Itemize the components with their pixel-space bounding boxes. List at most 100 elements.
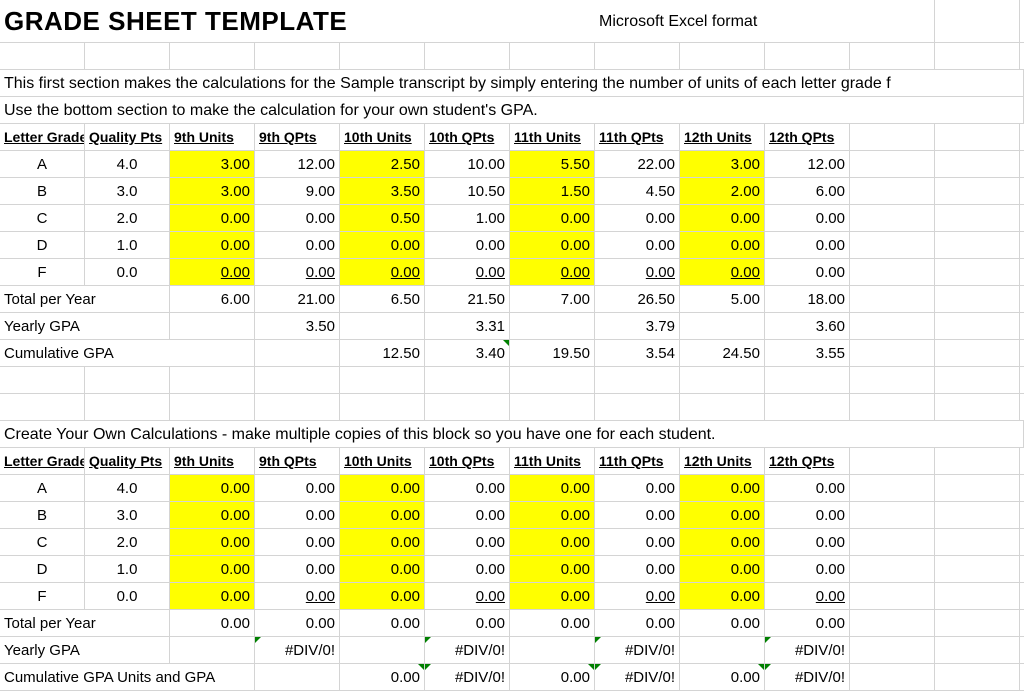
sample-qpts-cell[interactable]: 0.00 [255, 259, 340, 286]
sample-units-cell[interactable]: 0.00 [680, 205, 765, 232]
empty-cell[interactable] [1020, 475, 1024, 502]
own-qpts-cell[interactable]: 0.00 [765, 502, 850, 529]
own-quality-points[interactable]: 0.0 [85, 583, 170, 610]
own-units-cell[interactable]: 0.00 [340, 529, 425, 556]
own-header-0[interactable]: Letter Grade [0, 448, 85, 475]
empty-cell[interactable] [1020, 448, 1024, 475]
own-quality-points[interactable]: 1.0 [85, 556, 170, 583]
empty-cell[interactable] [935, 313, 1020, 340]
empty-cell[interactable] [935, 529, 1020, 556]
empty-cell[interactable] [935, 610, 1020, 637]
sample-units-cell[interactable]: 0.50 [340, 205, 425, 232]
empty-cell[interactable] [340, 43, 425, 70]
empty-cell[interactable] [935, 475, 1020, 502]
sample-qpts-cell[interactable]: 0.00 [255, 232, 340, 259]
sample-yearly-label[interactable]: Yearly GPA [0, 313, 170, 340]
own-yearly-cell[interactable] [170, 637, 255, 664]
empty-cell[interactable] [510, 43, 595, 70]
sample-grade-B[interactable]: B [0, 178, 85, 205]
empty-cell[interactable] [1020, 124, 1024, 151]
own-header-2[interactable]: 9th Units [170, 448, 255, 475]
empty-cell[interactable] [255, 367, 340, 394]
own-header-8[interactable]: 12th Units [680, 448, 765, 475]
own-qpts-cell[interactable]: 0.00 [255, 502, 340, 529]
empty-cell[interactable] [850, 124, 935, 151]
own-header-9[interactable]: 12th QPts [765, 448, 850, 475]
own-qpts-cell[interactable]: 0.00 [255, 475, 340, 502]
sample-quality-points[interactable]: 3.0 [85, 178, 170, 205]
own-units-cell[interactable]: 0.00 [170, 583, 255, 610]
empty-cell[interactable] [850, 340, 935, 367]
sample-qpts-cell[interactable]: 0.00 [425, 259, 510, 286]
own-total-cell[interactable]: 0.00 [765, 610, 850, 637]
sample-units-cell[interactable]: 0.00 [340, 232, 425, 259]
empty-cell[interactable] [935, 43, 1020, 70]
empty-cell[interactable] [850, 583, 935, 610]
sample-grade-A[interactable]: A [0, 151, 85, 178]
empty-cell[interactable] [255, 43, 340, 70]
sample-grade-D[interactable]: D [0, 232, 85, 259]
own-qpts-cell[interactable]: 0.00 [255, 583, 340, 610]
own-qpts-cell[interactable]: 0.00 [425, 529, 510, 556]
intro-text-line-2[interactable]: Use the bottom section to make the calcu… [0, 97, 1024, 124]
empty-cell[interactable] [85, 394, 170, 421]
own-cumulative-label[interactable]: Cumulative GPA Units and GPA [0, 664, 215, 691]
own-yearly-label[interactable]: Yearly GPA [0, 637, 170, 664]
own-units-cell[interactable]: 0.00 [340, 556, 425, 583]
own-qpts-cell[interactable]: 0.00 [765, 529, 850, 556]
sample-header-2[interactable]: 9th Units [170, 124, 255, 151]
own-cumulative-cell[interactable] [255, 664, 340, 691]
sample-yearly-cell[interactable]: 3.79 [595, 313, 680, 340]
sample-total-cell[interactable]: 21.50 [425, 286, 510, 313]
sample-qpts-cell[interactable]: 0.00 [765, 259, 850, 286]
own-units-cell[interactable]: 0.00 [680, 475, 765, 502]
empty-cell[interactable] [0, 367, 85, 394]
sample-header-7[interactable]: 11th QPts [595, 124, 680, 151]
empty-cell[interactable] [1020, 0, 1024, 43]
empty-cell[interactable] [340, 367, 425, 394]
sample-units-cell[interactable]: 3.00 [170, 151, 255, 178]
empty-cell[interactable] [850, 394, 935, 421]
own-total-cell[interactable]: 0.00 [255, 610, 340, 637]
sample-header-6[interactable]: 11th Units [510, 124, 595, 151]
sample-qpts-cell[interactable]: 22.00 [595, 151, 680, 178]
empty-cell[interactable] [935, 286, 1020, 313]
sample-yearly-cell[interactable] [170, 313, 255, 340]
empty-cell[interactable] [0, 43, 85, 70]
empty-cell[interactable] [1020, 583, 1024, 610]
sample-units-cell[interactable]: 0.00 [510, 259, 595, 286]
sample-qpts-cell[interactable]: 0.00 [595, 232, 680, 259]
own-cumulative-cell[interactable]: #DIV/0! [425, 664, 510, 691]
own-units-cell[interactable]: 0.00 [680, 556, 765, 583]
empty-cell[interactable] [680, 367, 765, 394]
empty-cell[interactable] [680, 394, 765, 421]
own-grade-A[interactable]: A [0, 475, 85, 502]
empty-cell[interactable] [850, 664, 935, 691]
sample-qpts-cell[interactable]: 0.00 [595, 259, 680, 286]
own-qpts-cell[interactable]: 0.00 [595, 556, 680, 583]
empty-cell[interactable] [935, 205, 1020, 232]
sample-yearly-cell[interactable] [510, 313, 595, 340]
own-total-cell[interactable]: 0.00 [170, 610, 255, 637]
format-note[interactable]: Microsoft Excel format [595, 0, 850, 43]
own-cumulative-cell[interactable]: 0.00 [680, 664, 765, 691]
sample-cumulative-cell[interactable] [255, 340, 340, 367]
sheet-title[interactable]: GRADE SHEET TEMPLATE [0, 0, 595, 43]
sample-total-cell[interactable]: 26.50 [595, 286, 680, 313]
sample-cumulative-cell[interactable]: 12.50 [340, 340, 425, 367]
empty-cell[interactable] [935, 394, 1020, 421]
own-cumulative-cell[interactable]: #DIV/0! [595, 664, 680, 691]
own-header-3[interactable]: 9th QPts [255, 448, 340, 475]
empty-cell[interactable] [1020, 286, 1024, 313]
own-qpts-cell[interactable]: 0.00 [425, 556, 510, 583]
own-qpts-cell[interactable]: 0.00 [765, 475, 850, 502]
own-units-cell[interactable]: 0.00 [170, 556, 255, 583]
own-header-4[interactable]: 10th Units [340, 448, 425, 475]
own-units-cell[interactable]: 0.00 [510, 529, 595, 556]
own-units-cell[interactable]: 0.00 [340, 502, 425, 529]
empty-cell[interactable] [1020, 664, 1024, 691]
sample-units-cell[interactable]: 0.00 [510, 205, 595, 232]
empty-cell[interactable] [0, 394, 85, 421]
empty-cell[interactable] [850, 0, 935, 43]
sample-total-label[interactable]: Total per Year [0, 286, 170, 313]
